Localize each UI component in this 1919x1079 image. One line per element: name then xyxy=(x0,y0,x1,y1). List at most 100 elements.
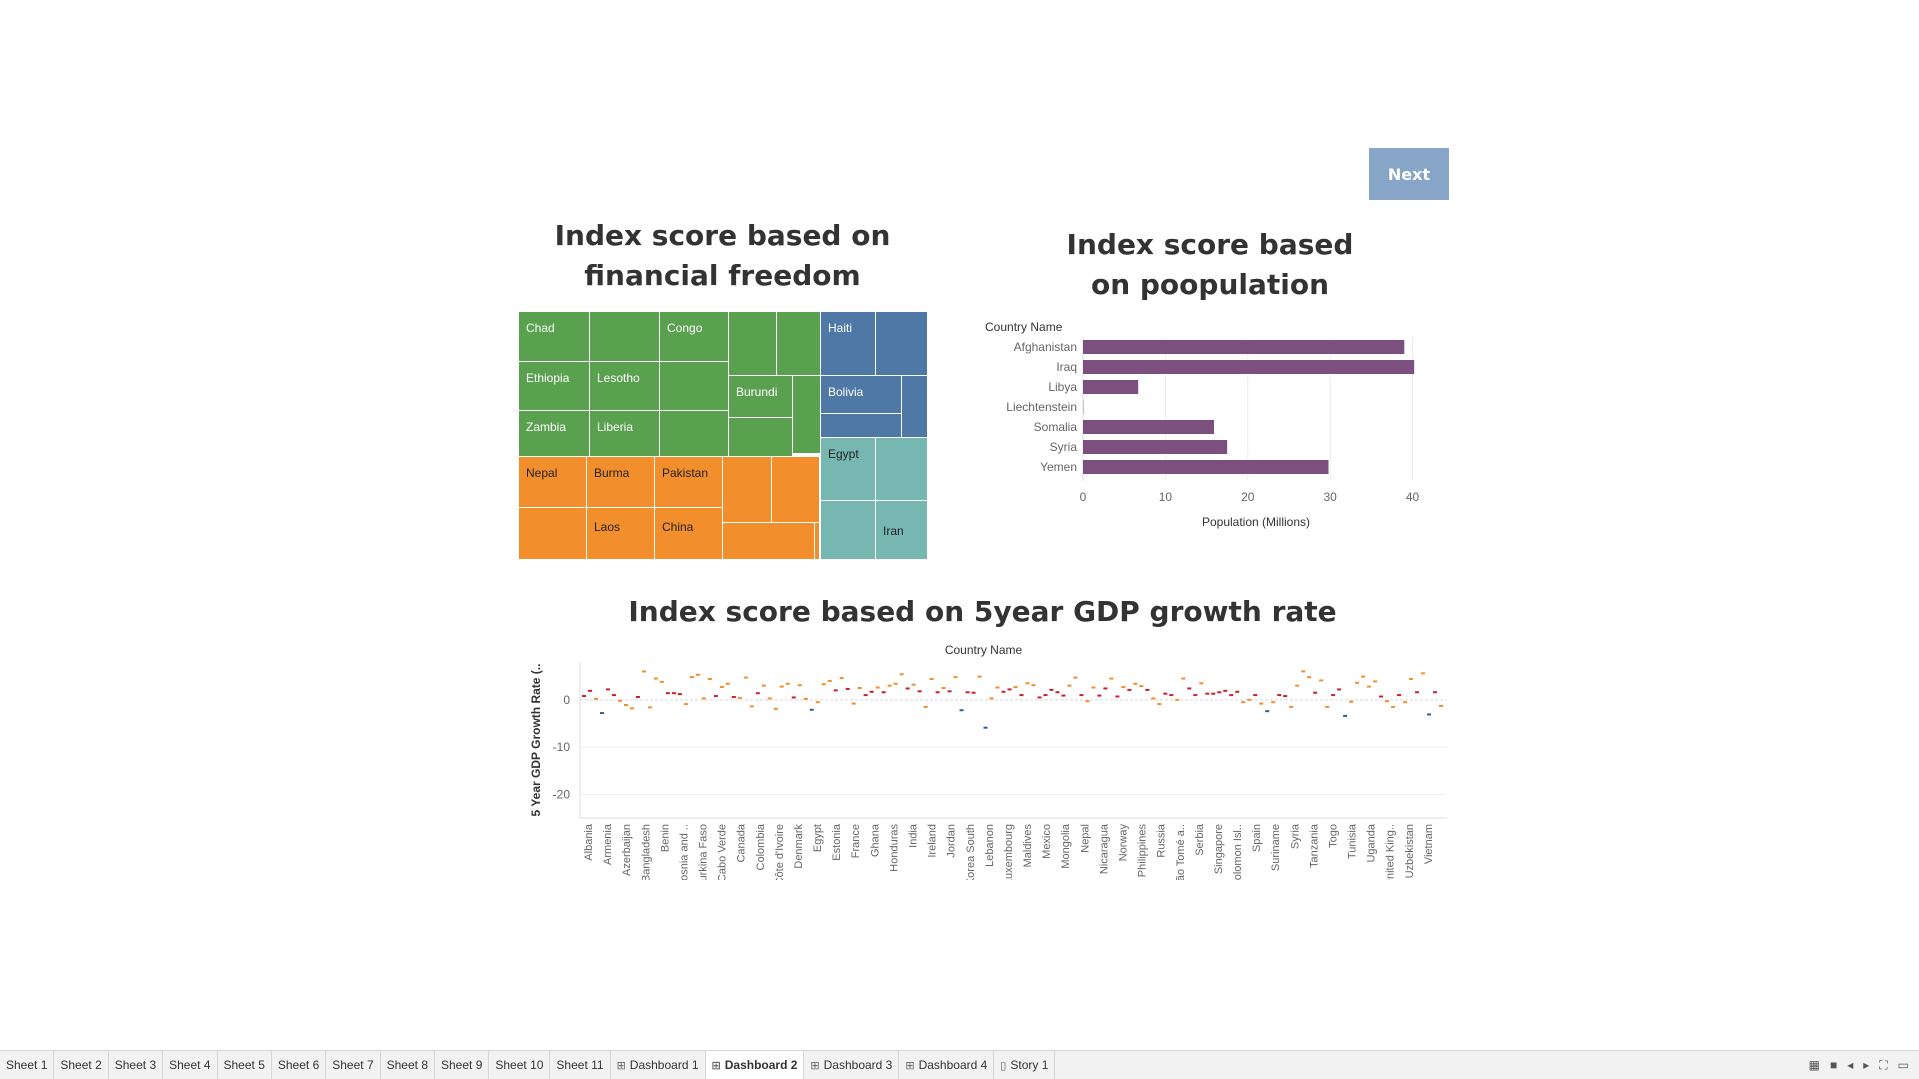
tab-sheet-4[interactable]: Sheet 4 xyxy=(163,1051,218,1079)
x-tick-label: 10 xyxy=(1159,490,1173,504)
x-tick-label: Denmark xyxy=(793,824,805,869)
tab-sheet-11[interactable]: Sheet 11 xyxy=(550,1051,611,1079)
treemap-cell-lesotho[interactable]: Lesotho xyxy=(590,362,660,411)
x-tick-label: 40 xyxy=(1406,490,1420,504)
treemap-cell-egypt[interactable]: Egypt xyxy=(821,438,876,501)
gdp-mark xyxy=(593,697,598,700)
treemap-cell[interactable] xyxy=(660,411,729,457)
treemap-cell[interactable] xyxy=(590,312,660,362)
treemap-cell-haiti[interactable]: Haiti xyxy=(821,312,876,376)
treemap-cell[interactable] xyxy=(772,457,820,523)
gdp-mark xyxy=(653,677,658,680)
treemap-label: Zambia xyxy=(526,420,567,434)
x-tick-label: Uzbekistan xyxy=(1404,824,1416,878)
tab-label: Dashboard 4 xyxy=(918,1058,988,1072)
treemap-cell-laos[interactable]: Laos xyxy=(587,508,655,560)
treemap-cell[interactable] xyxy=(821,414,902,438)
filmstrip-view-icon[interactable]: ■ xyxy=(1829,1058,1838,1072)
treemap-cell-congo[interactable]: Congo xyxy=(660,312,729,362)
tab-dashboard-3[interactable]: ⊞ Dashboard 3 xyxy=(804,1051,900,1079)
category-label: Somalia xyxy=(1034,420,1078,434)
gdp-growth-chart: Country Name 0 -10 -20 5 Year GDP Growth Rat… xyxy=(529,643,1447,880)
tab-sheet-3[interactable]: Sheet 3 xyxy=(108,1051,164,1079)
treemap-label: Liberia xyxy=(597,420,634,434)
treemap-cell-ethiopia[interactable]: Ethiopia xyxy=(519,362,590,411)
treemap-cell[interactable] xyxy=(723,523,815,560)
column-header: Country Name xyxy=(945,643,1023,657)
gdp-mark xyxy=(1397,694,1402,697)
treemap-label: Burundi xyxy=(736,385,778,399)
grid-view-icon[interactable]: ▦ xyxy=(1808,1058,1820,1072)
tab-dashboard-4[interactable]: ⊞ Dashboard 4 xyxy=(899,1051,995,1079)
treemap-cell-nepal[interactable]: Nepal xyxy=(519,457,587,508)
tab-dashboard-1[interactable]: ⊞ Dashboard 1 xyxy=(610,1051,706,1079)
gdp-mark xyxy=(1049,688,1054,691)
tab-dashboard-2[interactable]: ⊞ Dashboard 2 xyxy=(705,1051,805,1079)
treemap-cell[interactable] xyxy=(729,312,777,376)
tab-sheet-10[interactable]: Sheet 10 xyxy=(489,1051,551,1079)
treemap-cell[interactable] xyxy=(519,508,587,560)
treemap-cell-bolivia[interactable]: Bolivia xyxy=(821,376,902,414)
gdp-mark xyxy=(959,709,964,712)
gdp-mark xyxy=(1181,677,1186,680)
treemap-cell[interactable] xyxy=(876,312,928,376)
prev-sheet-icon[interactable]: ◂ xyxy=(1847,1058,1854,1072)
tab-sheet-5[interactable]: Sheet 5 xyxy=(217,1051,272,1079)
tab-sheet-7[interactable]: Sheet 7 xyxy=(326,1051,381,1079)
gdp-mark xyxy=(1199,682,1204,685)
treemap-title: Index score based on financial freedom xyxy=(554,219,891,292)
fullscreen-icon[interactable]: ⛶ xyxy=(1879,1057,1888,1072)
gdp-mark xyxy=(839,677,844,680)
treemap-cell[interactable] xyxy=(793,376,821,454)
treemap-cell-chad[interactable]: Chad xyxy=(519,312,590,362)
treemap-cell-liberia[interactable]: Liberia xyxy=(590,411,660,457)
tab-sheet-8[interactable]: Sheet 8 xyxy=(380,1051,435,1079)
gdp-mark xyxy=(1319,679,1324,682)
x-tick-label: Ireland xyxy=(927,824,939,858)
treemap-cell-zambia[interactable]: Zambia xyxy=(519,411,590,457)
tab-sheet-1[interactable]: Sheet 1 xyxy=(0,1051,55,1079)
treemap-cell-burundi[interactable]: Burundi xyxy=(729,376,793,418)
treemap-cell-iran[interactable]: Iran xyxy=(876,501,928,560)
x-tick-label: Lebanon xyxy=(984,824,996,867)
treemap-cell[interactable] xyxy=(815,523,820,560)
treemap-cell[interactable] xyxy=(723,457,772,523)
tab-sheet-2[interactable]: Sheet 2 xyxy=(54,1051,109,1079)
present-icon[interactable]: ▭ xyxy=(1897,1058,1909,1072)
tab-sheet-6[interactable]: Sheet 6 xyxy=(271,1051,327,1079)
tab-sheet-9[interactable]: Sheet 9 xyxy=(435,1051,490,1079)
x-tick-label: Bosnia and .. xyxy=(678,824,690,880)
gdp-mark xyxy=(773,707,778,710)
treemap-cell-china[interactable]: China xyxy=(655,508,723,560)
tab-label: Story 1 xyxy=(1010,1058,1049,1072)
treemap-label: Burma xyxy=(594,466,630,480)
treemap-cell[interactable] xyxy=(876,438,928,501)
tab-story-1[interactable]: ▯ Story 1 xyxy=(994,1051,1056,1079)
x-tick-label: Nicaragua xyxy=(1098,823,1110,874)
gdp-mark xyxy=(611,694,616,697)
x-tick-label: India xyxy=(908,823,920,848)
x-tick-label: Bangladesh xyxy=(640,824,652,880)
gdp-mark xyxy=(1091,686,1096,689)
gdp-mark xyxy=(1139,685,1144,688)
treemap-cell-burma[interactable]: Burma xyxy=(587,457,655,508)
treemap-cell-pakistan[interactable]: Pakistan xyxy=(655,457,723,508)
treemap-cell[interactable] xyxy=(821,501,876,560)
dashboard-icon: ⊞ xyxy=(711,1059,721,1072)
treemap-cell[interactable] xyxy=(902,376,928,438)
gdp-mark xyxy=(929,678,934,681)
next-button[interactable]: Next xyxy=(1369,148,1449,200)
gdp-mark xyxy=(1409,678,1414,681)
gdp-mark xyxy=(1013,686,1018,689)
treemap-cell[interactable] xyxy=(660,362,729,411)
treemap-cell[interactable] xyxy=(777,312,821,376)
treemap-label: Ethiopia xyxy=(526,371,570,385)
category-label: Afghanistan xyxy=(1014,340,1077,354)
x-tick-label: Korea South xyxy=(965,824,977,880)
x-tick-label: Benin xyxy=(659,824,671,852)
treemap-cell[interactable] xyxy=(729,418,793,457)
gdp-mark xyxy=(953,676,958,679)
next-sheet-icon[interactable]: ▸ xyxy=(1863,1058,1870,1072)
gdp-mark xyxy=(1151,697,1156,700)
gdp-mark xyxy=(1235,690,1240,693)
